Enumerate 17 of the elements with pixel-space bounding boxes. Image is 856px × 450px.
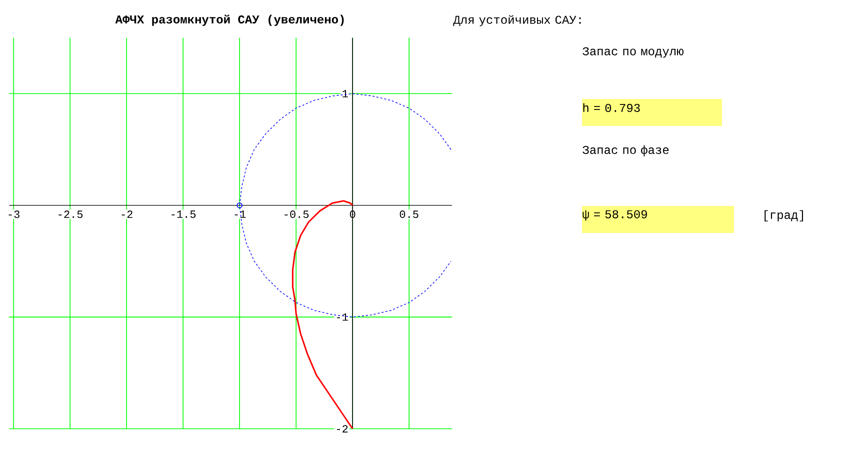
y-tick-label: -2	[336, 425, 348, 432]
text: Запас по модулю	[582, 47, 684, 58]
x-tick-label: 0.5	[400, 210, 418, 218]
x-tick-label: -1.5	[172, 210, 196, 218]
x-tick-label: -0.5	[284, 210, 309, 218]
y-tick-label: -1	[336, 313, 348, 321]
text: [град]	[764, 210, 803, 222]
text: Для устойчивых САУ:	[453, 15, 581, 26]
y-tick-label: 1	[342, 90, 348, 98]
x-tick-label: -2	[122, 210, 132, 218]
x-tick-label: -1	[234, 210, 246, 218]
text: h = 0.793	[583, 103, 640, 112]
text: ψ = 58.509	[582, 210, 647, 221]
x-tick-label: -3	[8, 210, 20, 218]
chart-title: АФЧХ разомкнутой САУ (увеличено)	[115, 14, 344, 26]
text: Запас по фазе	[582, 145, 669, 156]
x-tick-label: -2.5	[58, 210, 83, 218]
